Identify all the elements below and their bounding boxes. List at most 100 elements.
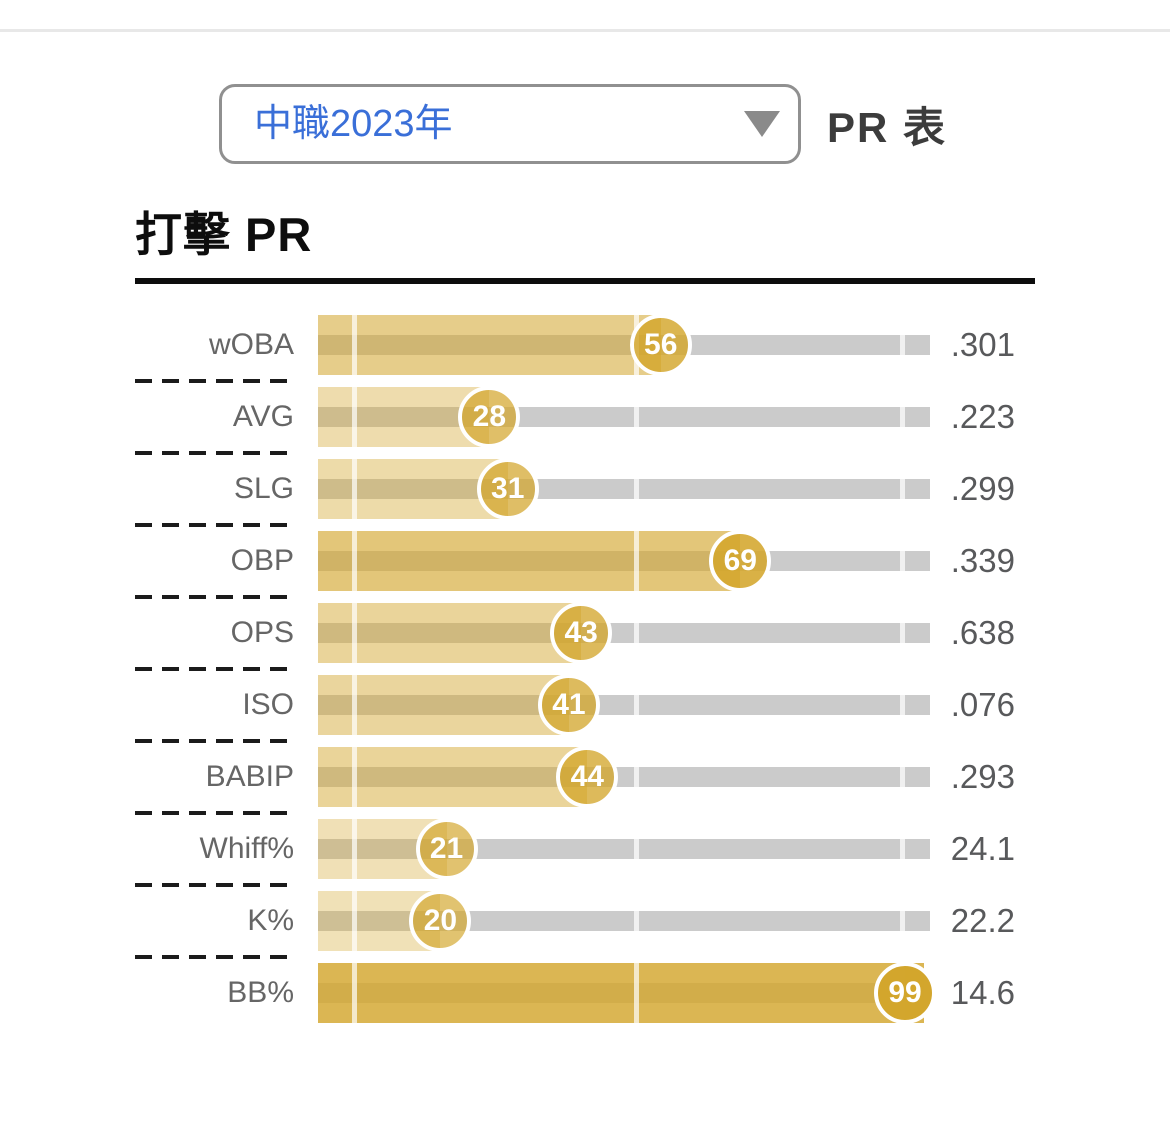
grid-line bbox=[899, 603, 905, 663]
bar-track bbox=[318, 695, 930, 715]
grid-line bbox=[633, 891, 639, 951]
bar-plot: 21 bbox=[318, 818, 930, 880]
section-title: 打擊 PR bbox=[135, 208, 313, 261]
bar-plot: 99 bbox=[318, 962, 936, 1024]
grid-line bbox=[352, 315, 358, 375]
pr-badge-value: 99 bbox=[888, 976, 922, 1009]
pr-badge-value: 28 bbox=[472, 400, 507, 433]
pr-badge: 31 bbox=[476, 458, 539, 520]
top-divider bbox=[0, 29, 1170, 32]
bar-plot: 56 bbox=[318, 314, 930, 376]
grid-line bbox=[899, 387, 905, 447]
pr-badge: 69 bbox=[709, 530, 772, 592]
stat-value: 14.6 bbox=[950, 974, 1015, 1011]
dash-line bbox=[135, 811, 292, 815]
bar-fill bbox=[318, 315, 661, 375]
row-separator bbox=[135, 375, 1035, 387]
grid-line bbox=[899, 891, 905, 951]
grid-line bbox=[633, 531, 639, 591]
grid-line bbox=[633, 819, 639, 879]
pr-chart: wOBA 56 .301 AVG 28 .223 SLG 31 .299 OBP 69 .339 OPS… bbox=[135, 314, 1035, 1024]
pr-badge-value: 69 bbox=[723, 544, 757, 577]
dash-line bbox=[135, 451, 292, 455]
grid-line bbox=[899, 747, 905, 807]
grid-line bbox=[352, 675, 358, 735]
dash-line bbox=[135, 379, 292, 383]
grid-line bbox=[633, 387, 639, 447]
pr-badge: 41 bbox=[537, 674, 600, 736]
chart-row: ISO 41 .076 bbox=[135, 674, 1035, 736]
chart-row: AVG 28 .223 bbox=[135, 386, 1035, 448]
pr-badge-value: 31 bbox=[491, 472, 525, 505]
row-label: BB% bbox=[227, 976, 294, 1009]
bar-plot: 28 bbox=[318, 386, 930, 448]
row-separator bbox=[135, 951, 1035, 963]
pr-badge-value: 21 bbox=[429, 832, 464, 865]
chart-row: OBP 69 .339 bbox=[135, 530, 1035, 592]
stat-value: .301 bbox=[950, 326, 1015, 363]
pr-badge-value: 20 bbox=[423, 904, 458, 937]
grid-line bbox=[352, 531, 358, 591]
row-label: K% bbox=[247, 904, 294, 937]
row-label: ISO bbox=[242, 688, 294, 721]
bar-track bbox=[318, 479, 930, 499]
row-label: wOBA bbox=[208, 328, 294, 361]
stat-value: .638 bbox=[950, 614, 1015, 651]
dash-line bbox=[135, 667, 292, 671]
dash-line bbox=[135, 595, 292, 599]
bar-plot: 41 bbox=[318, 674, 930, 736]
stat-value: .293 bbox=[950, 758, 1015, 795]
chart-row: BABIP 44 .293 bbox=[135, 746, 1035, 808]
chart-row: Whiff% 21 24.1 bbox=[135, 818, 1035, 880]
chart-row: wOBA 56 .301 bbox=[135, 314, 1035, 376]
caret-down-icon bbox=[744, 111, 780, 137]
pr-badge: 44 bbox=[556, 746, 619, 808]
grid-line bbox=[352, 963, 358, 1023]
bar-fill bbox=[318, 747, 588, 807]
dash-line bbox=[135, 955, 292, 959]
bar-plot: 44 bbox=[318, 746, 930, 808]
pr-badge-value: 41 bbox=[552, 688, 586, 721]
row-label: AVG bbox=[232, 400, 294, 433]
grid-line bbox=[899, 675, 905, 735]
pr-badge: 21 bbox=[415, 818, 478, 880]
grid-line bbox=[352, 891, 358, 951]
row-separator bbox=[135, 519, 1035, 531]
stat-value: 24.1 bbox=[950, 830, 1015, 867]
bar-fill bbox=[318, 531, 741, 591]
bar-fill bbox=[318, 459, 508, 519]
bar-plot: 43 bbox=[318, 602, 930, 664]
row-separator bbox=[135, 807, 1035, 819]
stat-value: .299 bbox=[950, 470, 1015, 507]
bar-plot: 31 bbox=[318, 458, 930, 520]
season-dropdown[interactable]: 中職2023年 bbox=[219, 84, 801, 164]
row-label: SLG bbox=[233, 472, 294, 505]
grid-line bbox=[352, 387, 358, 447]
season-dropdown-value: 中職2023年 bbox=[254, 103, 453, 145]
bar-track bbox=[318, 623, 930, 643]
row-label: OPS bbox=[230, 616, 294, 649]
grid-line bbox=[352, 747, 358, 807]
pr-badge-value: 56 bbox=[644, 328, 678, 361]
pr-badge: 56 bbox=[629, 314, 692, 376]
row-label: BABIP bbox=[205, 760, 294, 793]
stat-value: .223 bbox=[950, 398, 1015, 435]
chart-row: K% 20 22.2 bbox=[135, 890, 1035, 952]
grid-line bbox=[899, 819, 905, 879]
bar-fill bbox=[318, 963, 924, 1023]
chart-row: SLG 31 .299 bbox=[135, 458, 1035, 520]
grid-line bbox=[899, 459, 905, 519]
chart-row: OPS 43 .638 bbox=[135, 602, 1035, 664]
grid-line bbox=[633, 747, 639, 807]
pr-badge-value: 44 bbox=[570, 760, 604, 793]
pr-table-label: PR 表 bbox=[827, 103, 948, 151]
dash-line bbox=[135, 739, 292, 743]
bar-fill bbox=[318, 675, 569, 735]
grid-line bbox=[352, 603, 358, 663]
grid-line bbox=[899, 531, 905, 591]
grid-line bbox=[633, 603, 639, 663]
stat-value: 22.2 bbox=[950, 902, 1015, 939]
bar-plot: 69 bbox=[318, 530, 930, 592]
grid-line bbox=[352, 459, 358, 519]
bar-track bbox=[318, 911, 930, 931]
